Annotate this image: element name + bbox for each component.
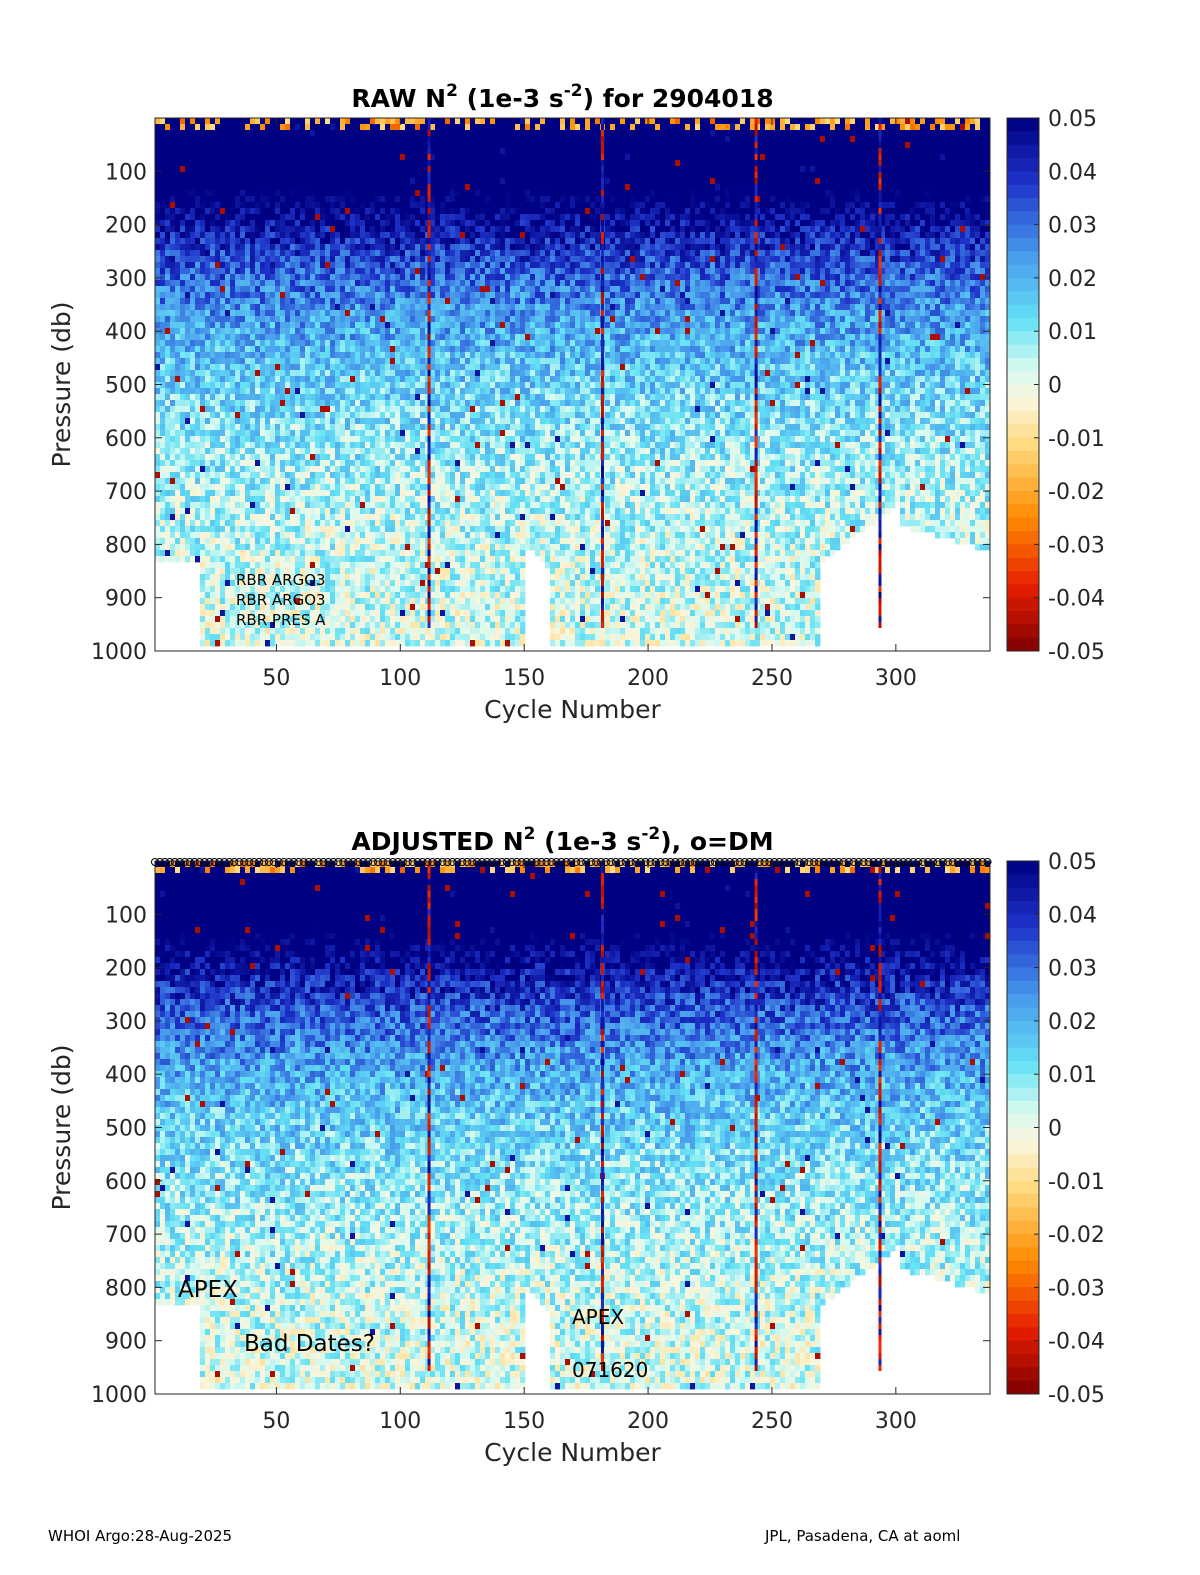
colorbar-tick-label: -0.05 bbox=[1048, 1383, 1105, 1408]
y-tick-label: 800 bbox=[105, 1276, 147, 1301]
colorbar-tick-label: 0.01 bbox=[1048, 1063, 1097, 1088]
heatmap-field bbox=[155, 861, 991, 1390]
annotation: RBR ARGO3 bbox=[236, 571, 326, 589]
y-tick-label: 300 bbox=[105, 267, 147, 292]
chart-title: ADJUSTED N2 (1e-3 s-2), o=DM bbox=[351, 824, 773, 856]
x-tick-label: 100 bbox=[379, 1409, 421, 1434]
colorbar-tick-label: -0.02 bbox=[1048, 480, 1105, 505]
chart-title: RAW N2 (1e-3 s-2) for 2904018 bbox=[351, 81, 773, 113]
footer-left: WHOI Argo:28-Aug-2025 bbox=[48, 1527, 232, 1545]
x-tick-label: 250 bbox=[751, 1409, 793, 1434]
y-tick-label: 900 bbox=[105, 1330, 147, 1355]
y-tick-label: 500 bbox=[105, 374, 147, 399]
x-tick-label: 300 bbox=[875, 1409, 917, 1434]
colorbar-tick-label: 0.05 bbox=[1048, 107, 1097, 132]
y-axis-label: Pressure (db) bbox=[47, 1045, 76, 1211]
colorbar-tick-label: 0.01 bbox=[1048, 320, 1097, 345]
y-tick-label: 900 bbox=[105, 587, 147, 612]
annotation: RBR PRES A bbox=[236, 611, 326, 629]
colorbar-tick-label: -0.02 bbox=[1048, 1223, 1105, 1248]
y-tick-label: 200 bbox=[105, 214, 147, 239]
y-tick-label: 500 bbox=[105, 1117, 147, 1142]
dm-markers bbox=[151, 858, 992, 866]
colorbar-tick-label: 0.03 bbox=[1048, 214, 1097, 239]
y-tick-label: 800 bbox=[105, 533, 147, 558]
colorbar-tick-label: 0.03 bbox=[1048, 957, 1097, 982]
x-tick-label: 150 bbox=[503, 666, 545, 691]
heatmap-field bbox=[155, 118, 991, 647]
colorbar-tick-label: -0.04 bbox=[1048, 587, 1105, 612]
footer-right: JPL, Pasadena, CA at aoml bbox=[765, 1527, 960, 1545]
annotation: 071620 bbox=[572, 1358, 648, 1382]
y-tick-label: 100 bbox=[105, 160, 147, 185]
colorbar-tick-label: 0.02 bbox=[1048, 1010, 1097, 1035]
colorbar-tick-label: 0 bbox=[1048, 1117, 1062, 1142]
x-tick-label: 100 bbox=[379, 666, 421, 691]
y-tick-label: 300 bbox=[105, 1010, 147, 1035]
colorbar-tick-label: 0.04 bbox=[1048, 160, 1097, 185]
chart-panel-1: 50 100 150 200 250 300 100 200 300 400 500 600 700 80… bbox=[47, 81, 1105, 724]
x-tick-label: 50 bbox=[262, 666, 290, 691]
annotation: APEX bbox=[572, 1305, 624, 1329]
colorbar-tick-label: -0.03 bbox=[1048, 533, 1105, 558]
colorbar-tick-label: -0.05 bbox=[1048, 640, 1105, 665]
colorbar-tick-label: -0.01 bbox=[1048, 427, 1105, 452]
x-tick-label: 250 bbox=[751, 666, 793, 691]
colorbar-tick-label: 0.05 bbox=[1048, 850, 1097, 875]
x-axis-label: Cycle Number bbox=[484, 1438, 661, 1467]
y-tick-label: 100 bbox=[105, 903, 147, 928]
x-tick-label: 50 bbox=[262, 1409, 290, 1434]
colorbar: 0.05 0.04 0.03 0.02 0.01 0 -0.01 -0.02 -0.03 -0.0… bbox=[1006, 107, 1105, 665]
colorbar-tick-label: 0.02 bbox=[1048, 267, 1097, 292]
annotation: APEX bbox=[178, 1277, 238, 1303]
x-tick-label: 200 bbox=[627, 1409, 669, 1434]
x-tick-label: 200 bbox=[627, 666, 669, 691]
y-tick-label: 200 bbox=[105, 957, 147, 982]
x-axis-label: Cycle Number bbox=[484, 695, 661, 724]
x-tick-label: 150 bbox=[503, 1409, 545, 1434]
colorbar-tick-label: -0.03 bbox=[1048, 1276, 1105, 1301]
y-tick-label: 400 bbox=[105, 1063, 147, 1088]
colorbar: 0.05 0.04 0.03 0.02 0.01 0 -0.01 -0.02 -0.03 -0.0… bbox=[1006, 850, 1105, 1408]
colorbar-tick-label: 0 bbox=[1048, 374, 1062, 399]
y-tick-label: 600 bbox=[105, 1170, 147, 1195]
annotation: Bad Dates? bbox=[244, 1331, 375, 1357]
y-tick-label: 1000 bbox=[91, 1383, 147, 1408]
y-tick-label: 700 bbox=[105, 1223, 147, 1248]
colorbar-tick-label: 0.04 bbox=[1048, 903, 1097, 928]
chart-panel-2: 50 100 150 200 250 300 100 200 300 400 500 600 700 80… bbox=[47, 824, 1105, 1467]
y-tick-label: 1000 bbox=[91, 640, 147, 665]
annotation: RBR ARGO3 bbox=[236, 591, 326, 609]
colorbar-tick-label: -0.01 bbox=[1048, 1170, 1105, 1195]
y-tick-label: 400 bbox=[105, 320, 147, 345]
y-tick-label: 700 bbox=[105, 480, 147, 505]
x-tick-label: 300 bbox=[875, 666, 917, 691]
y-axis-label: Pressure (db) bbox=[47, 302, 76, 468]
colorbar-tick-label: -0.04 bbox=[1048, 1330, 1105, 1355]
y-tick-label: 600 bbox=[105, 427, 147, 452]
